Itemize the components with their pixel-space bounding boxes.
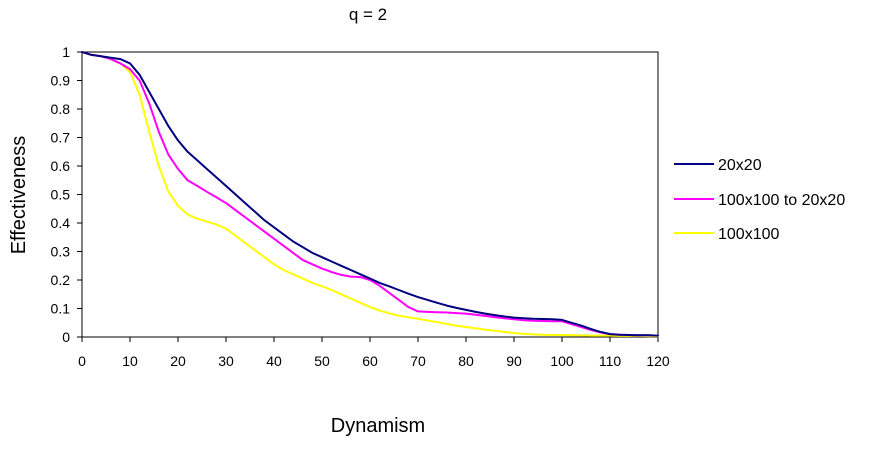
series-line-3 [81,51,659,338]
chart-title: q = 2 [349,5,387,24]
x-tick-label: 70 [410,353,426,369]
y-tick-label: 0.7 [51,130,71,146]
x-tick-label: 90 [506,353,522,369]
y-tick-label: 0.2 [51,272,71,288]
series-lines [81,51,659,338]
x-tick-label: 120 [646,353,670,369]
x-axis-title: Dynamism [331,415,425,437]
y-tick-label: 0 [62,329,70,345]
y-tick-label: 0.4 [51,215,71,231]
y-axis: 0 0.1 0.2 0.3 0.4 0.5 0.6 0.7 0.8 0.9 1 [51,44,82,345]
y-axis-title: Effectiveness [8,136,30,255]
x-tick-label: 80 [458,353,474,369]
x-tick-label: 100 [550,353,574,369]
x-tick-label: 60 [362,353,378,369]
series-line-2 [81,51,659,337]
y-tick-label: 0.8 [51,101,71,117]
y-tick-label: 0.6 [51,158,71,174]
x-tick-label: 110 [599,353,622,369]
y-tick-label: 0.3 [51,244,71,260]
y-tick-label: 0.5 [51,187,71,203]
x-tick-label: 40 [266,353,282,369]
y-tick-label: 0.9 [51,73,71,89]
legend-label-3: 100x100 [718,226,779,243]
x-tick-label: 50 [314,353,330,369]
legend: 20x20 100x100 to 20x20 100x100 [674,157,845,243]
x-tick-label: 20 [170,353,186,369]
x-tick-label: 10 [122,353,138,369]
y-tick-label: 0.1 [51,301,71,317]
x-tick-label: 0 [78,353,86,369]
series-line-1 [81,51,659,337]
legend-label-1: 20x20 [718,157,762,174]
x-axis: 0 10 20 30 40 50 60 70 80 90 100 110 120 [78,337,670,369]
plot-area [81,51,659,338]
legend-label-2: 100x100 to 20x20 [718,192,845,209]
x-tick-label: 30 [218,353,234,369]
y-tick-label: 1 [62,44,70,60]
